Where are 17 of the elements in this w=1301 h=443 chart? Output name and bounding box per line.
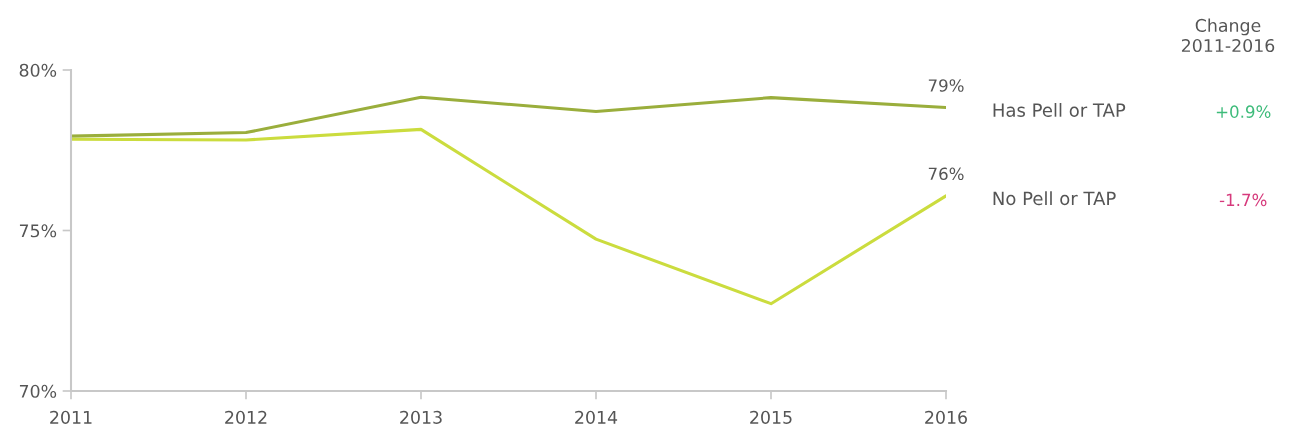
text: Change 2011-2016	[1181, 18, 1275, 53]
line-series	[71, 95, 946, 138]
text: -1.7%	[1219, 193, 1267, 207]
x-tick-label: 2012	[225, 410, 267, 424]
x-tick-label: 2013	[400, 410, 442, 424]
y-tick-label: 70%	[19, 384, 57, 398]
text: No Pell or TAP	[993, 191, 1116, 206]
data-label: 76%	[928, 167, 964, 181]
x-tick-label: 2011	[50, 410, 92, 424]
y-tick-label: 80%	[19, 63, 57, 77]
y-tick-label: 75%	[19, 224, 57, 238]
data-label: 79%	[928, 79, 964, 92]
x-tick-label: 2016	[925, 410, 967, 424]
text: +0.9%	[1216, 105, 1271, 118]
x-tick-label: 2014	[575, 410, 618, 424]
x-tick-label: 2015	[750, 410, 792, 424]
text: Has Pell or TAP	[993, 102, 1126, 117]
